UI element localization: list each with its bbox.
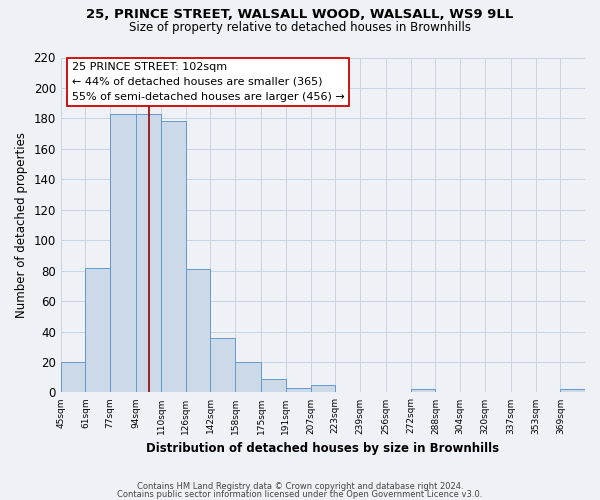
Bar (560, 390, 585, 392)
Bar (85, 268, 110, 392)
Bar (286, 388, 311, 392)
Bar (61, 362, 85, 392)
Bar (185, 269, 211, 392)
Y-axis label: Number of detached properties: Number of detached properties (15, 132, 28, 318)
Bar (311, 385, 335, 392)
Text: 25 PRINCE STREET: 102sqm
← 44% of detached houses are smaller (365)
55% of semi-: 25 PRINCE STREET: 102sqm ← 44% of detach… (71, 62, 344, 102)
X-axis label: Distribution of detached houses by size in Brownhills: Distribution of detached houses by size … (146, 442, 499, 455)
Text: Contains public sector information licensed under the Open Government Licence v3: Contains public sector information licen… (118, 490, 482, 499)
Bar (211, 338, 235, 392)
Bar (235, 362, 261, 392)
Bar (411, 390, 436, 392)
Text: 25, PRINCE STREET, WALSALL WOOD, WALSALL, WS9 9LL: 25, PRINCE STREET, WALSALL WOOD, WALSALL… (86, 8, 514, 20)
Text: Contains HM Land Registry data © Crown copyright and database right 2024.: Contains HM Land Registry data © Crown c… (137, 482, 463, 491)
Bar (161, 122, 185, 392)
Text: Size of property relative to detached houses in Brownhills: Size of property relative to detached ho… (129, 21, 471, 34)
Bar (110, 114, 136, 392)
Bar (136, 114, 161, 392)
Bar (261, 378, 286, 392)
